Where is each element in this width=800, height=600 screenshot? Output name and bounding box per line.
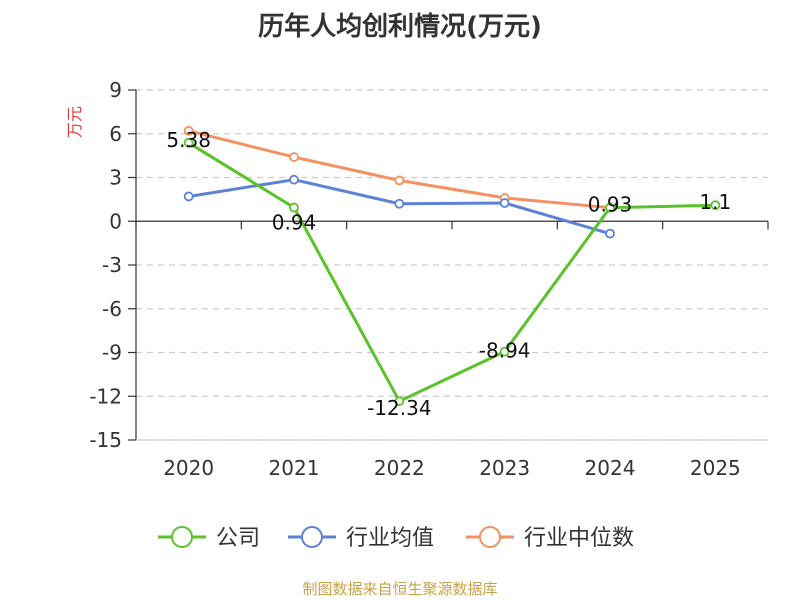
legend-swatch-marker xyxy=(171,526,193,548)
data-point xyxy=(289,174,299,185)
y-tick-label: 9 xyxy=(109,78,122,102)
y-tick-label: -9 xyxy=(102,341,122,365)
x-tick-label: 2025 xyxy=(690,456,741,480)
x-tick-label: 2021 xyxy=(269,456,320,480)
y-tick-label: 0 xyxy=(109,209,122,233)
data-point xyxy=(394,198,405,209)
data-point xyxy=(394,175,405,186)
legend-item-label[interactable]: 行业均值 xyxy=(346,526,434,551)
x-tick-label: 2024 xyxy=(585,456,636,480)
x-tick-label: 2022 xyxy=(374,456,425,480)
y-tick-label: -12 xyxy=(89,384,122,408)
legend-item-label[interactable]: 公司 xyxy=(216,526,260,551)
legend-swatch-marker xyxy=(479,526,501,548)
data-label: 1.1 xyxy=(699,190,731,214)
series-lines xyxy=(183,125,721,407)
data-point xyxy=(183,125,194,136)
y-tick-label: 3 xyxy=(109,166,122,190)
legend-swatch-marker xyxy=(301,526,323,548)
y-axis-unit-label: 万元 xyxy=(65,106,84,138)
data-point xyxy=(710,200,721,211)
y-tick-label: -3 xyxy=(102,253,122,277)
data-label: -8.94 xyxy=(479,339,531,363)
y-tick-label: -15 xyxy=(89,428,122,452)
data-point xyxy=(183,137,194,148)
legend: 公司 行业均值 行业中位数 xyxy=(158,526,634,551)
axes: 9 6 3 0 -3 -6 -9 -12 -15 2020 2021 2022 2023 2024 2025 xyxy=(89,78,769,480)
data-point xyxy=(289,202,299,213)
legend-item-label[interactable]: 行业中位数 xyxy=(524,526,634,551)
y-tick-label: 6 xyxy=(109,122,122,146)
data-point xyxy=(499,346,510,357)
data-point xyxy=(605,202,615,213)
data-point xyxy=(499,198,510,208)
data-label: -12.34 xyxy=(367,396,431,420)
series-line-company xyxy=(187,141,716,403)
x-tick-label: 2023 xyxy=(479,456,530,480)
data-point xyxy=(394,396,405,407)
data-label: 0.93 xyxy=(588,193,633,217)
data-point xyxy=(605,228,615,239)
chart-title: 历年人均创利情况(万元) xyxy=(258,12,542,42)
data-label: 0.94 xyxy=(272,211,317,235)
series-line-industry_median xyxy=(188,129,611,210)
y-tick-label: -6 xyxy=(102,297,122,321)
data-labels: 5.38 0.94 -12.34 -8.94 0.93 1.1 xyxy=(166,128,731,420)
data-point xyxy=(289,152,299,162)
source-note: 制图数据来自恒生聚源数据库 xyxy=(302,580,498,598)
data-label: 5.38 xyxy=(166,128,211,152)
data-point xyxy=(183,191,194,202)
x-tick-label: 2020 xyxy=(163,456,214,480)
